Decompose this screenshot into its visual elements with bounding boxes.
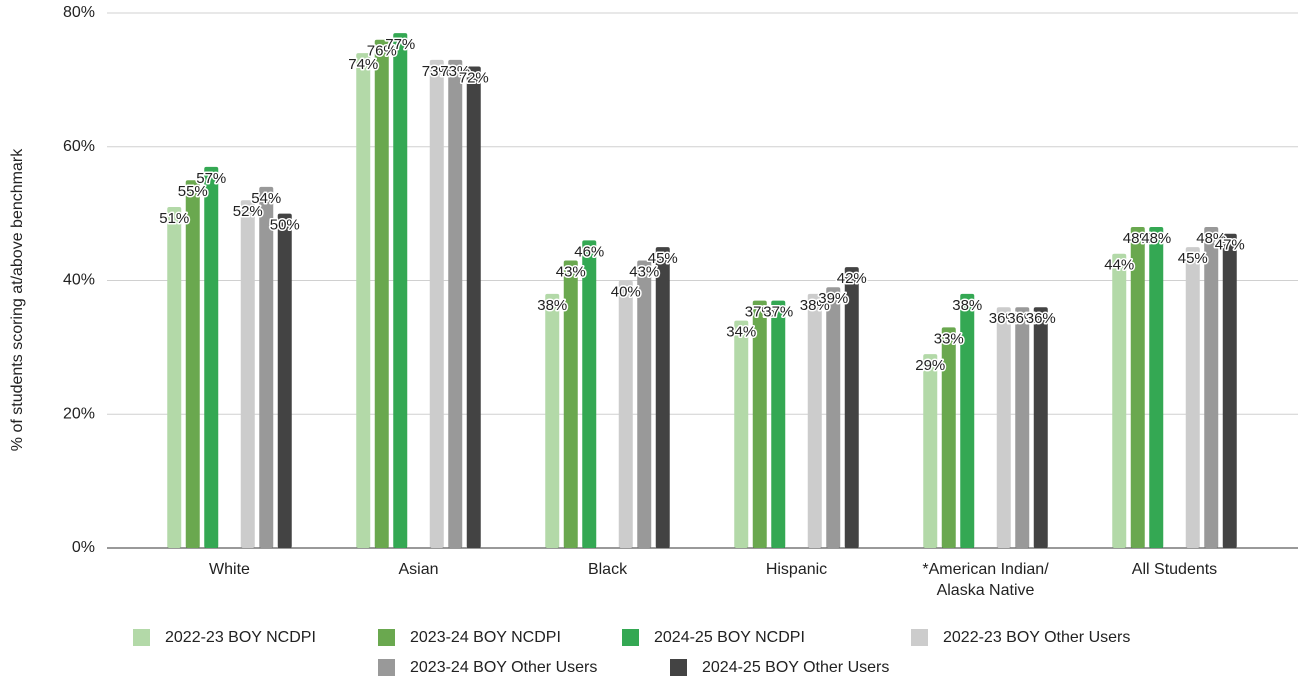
data-label: 37% [745,304,775,321]
data-label: 42% [837,270,867,287]
data-label: 47% [1215,237,1245,254]
legend-label: 2023-24 BOY Other Users [410,659,597,676]
data-label: 54% [251,190,281,207]
data-label: 45% [648,250,678,267]
legend-swatch [670,659,687,676]
bar [923,354,938,548]
x-tick-label: *American Indian/Alaska Native [922,561,1049,599]
bar [1204,227,1219,548]
data-label: 50% [270,217,300,234]
legend-swatch [378,629,395,646]
data-label: 76% [367,43,397,60]
bar [204,166,219,548]
legend-swatch [133,629,150,646]
data-label: 77% [385,36,415,53]
data-label: 57% [196,170,226,187]
bar [844,267,859,548]
data-label: 73% [440,63,470,80]
bar [277,213,292,548]
legend-label: 2023-24 BOY NCDPI [410,629,561,646]
bar [374,39,389,548]
data-label: 39% [818,290,848,307]
y-tick-label: 20% [63,405,95,422]
legend-swatch [622,629,639,646]
x-tick-label: Black [588,561,628,578]
bar [259,186,274,548]
data-label: 48% [1123,230,1153,247]
legend-swatch [911,629,928,646]
bar [826,287,841,548]
x-tick-label: All Students [1132,561,1217,578]
data-label: 37% [763,304,793,321]
data-label: 48% [1141,230,1171,247]
y-axis-title: % of students scoring at/above benchmark [9,148,26,451]
data-label: 43% [556,263,586,280]
legend-label: 2022-23 BOY Other Users [943,629,1130,646]
data-label: 44% [1104,257,1134,274]
y-tick-label: 0% [72,539,95,556]
bar [807,293,822,548]
data-label: 73% [422,63,452,80]
data-label: 34% [726,324,756,341]
data-label: 40% [611,283,641,300]
data-label: 29% [915,357,945,374]
bar [1149,227,1164,548]
x-tick-label: White [209,561,250,578]
y-tick-label: 60% [63,138,95,155]
bar [1185,247,1200,548]
bar [1130,227,1145,548]
y-tick-label: 40% [63,272,95,289]
data-label: 38% [800,297,830,314]
data-label: 55% [178,183,208,200]
data-label: 72% [459,69,489,86]
data-label: 38% [537,297,567,314]
legend-label: 2024-25 BOY Other Users [702,659,889,676]
data-label: 45% [1178,250,1208,267]
bar [941,327,956,548]
data-label: 52% [233,203,263,220]
bar [996,307,1011,548]
legend-label: 2022-23 BOY NCDPI [165,629,316,646]
data-label: 43% [629,263,659,280]
data-label: 36% [1007,310,1037,327]
bar [1112,253,1127,548]
data-label: 48% [1196,230,1226,247]
legend-label: 2024-25 BOY NCDPI [654,629,805,646]
data-label: 33% [934,330,964,347]
bar [429,59,444,548]
bar [582,240,597,548]
bar [240,200,255,548]
bar [563,260,578,548]
bar [734,320,749,548]
bar [1033,307,1048,548]
bar [655,247,670,548]
data-label: 36% [1026,310,1056,327]
data-label: 36% [989,310,1019,327]
bar [1015,307,1030,548]
bar [356,53,371,548]
bar [466,66,481,548]
bar [448,59,463,548]
bar [960,293,975,548]
data-label: 51% [159,210,189,227]
bar [167,206,182,548]
bar [185,180,200,548]
bar [545,293,560,548]
bar [637,260,652,548]
y-tick-label: 80% [63,4,95,21]
bar [618,280,633,548]
data-label: 38% [952,297,982,314]
x-tick-label: Asian [398,561,438,578]
bar [393,33,408,548]
data-label: 74% [348,56,378,73]
data-label: 46% [574,243,604,260]
legend-swatch [378,659,395,676]
bar [752,300,767,548]
x-tick-label: Hispanic [766,561,827,578]
bar [771,300,786,548]
bar [1222,233,1237,548]
